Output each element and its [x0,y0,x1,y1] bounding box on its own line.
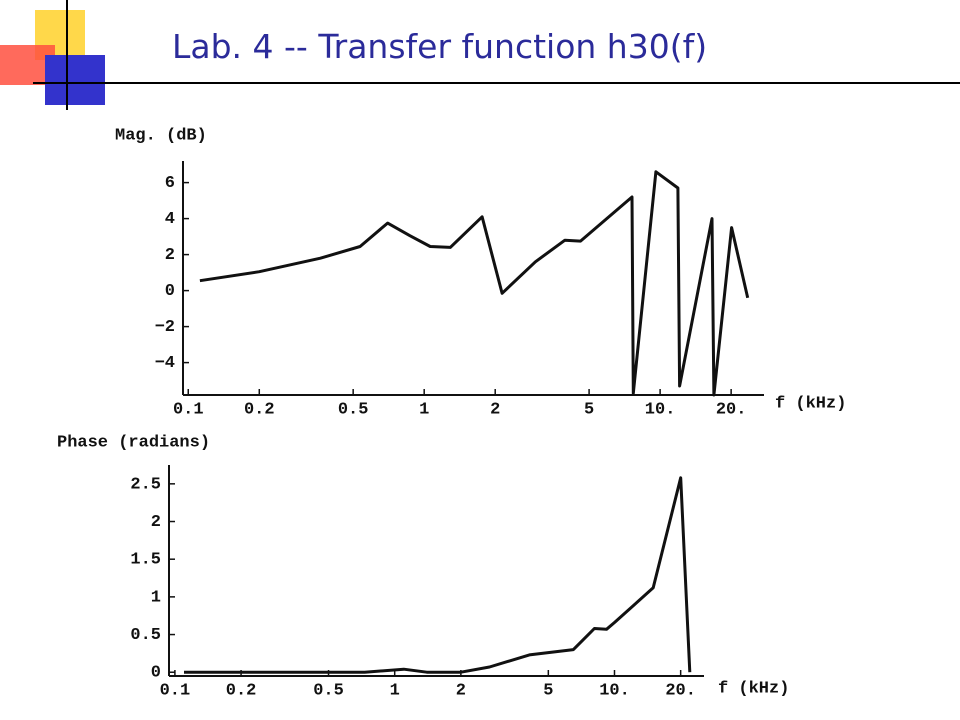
y-tick-label: 1 [151,588,161,607]
y-tick-label: 4 [165,210,175,229]
y-tick-label: 2 [151,513,161,532]
y-tick-label: 0 [165,282,175,301]
slide-title: Lab. 4 -- Transfer function h30(f) [172,27,707,66]
y-tick-label: 1.5 [130,551,161,570]
deco-blue [45,55,105,105]
x-tick-label: 1 [419,400,429,419]
x-tick-label: 0.2 [226,681,257,700]
data-line [184,476,692,674]
y-tick-label: 6 [165,174,175,193]
y-tick-label: −2 [155,318,175,337]
data-line [199,170,750,397]
x-tick-label: 10. [645,400,676,419]
x-tick-label: 0.2 [244,400,275,419]
x-tick-label: 1 [390,681,400,700]
x-tick-label: 10. [599,681,630,700]
x-tick-label: 0.5 [338,400,369,419]
x-tick-label: 2 [490,400,500,419]
y-tick-label: 0 [151,664,161,683]
x-axis-label: f (kHz) [775,394,846,413]
x-tick-label: 0.1 [160,681,191,700]
x-tick-label: 2 [456,681,466,700]
x-tick-label: 5 [584,400,594,419]
x-tick-label: 20. [665,681,696,700]
x-tick-label: 5 [543,681,553,700]
y-tick-label: 0.5 [130,626,161,645]
x-axis-label: f (kHz) [718,679,789,698]
x-tick-label: 20. [716,400,747,419]
x-tick-label: 0.1 [173,400,204,419]
y-axis-label: Mag. (dB) [115,126,207,145]
y-tick-label: −4 [155,354,175,373]
y-tick-label: 2.5 [130,475,161,494]
y-axis-label: Phase (radians) [57,433,210,452]
y-tick-label: 2 [165,246,175,265]
x-tick-label: 0.5 [313,681,344,700]
